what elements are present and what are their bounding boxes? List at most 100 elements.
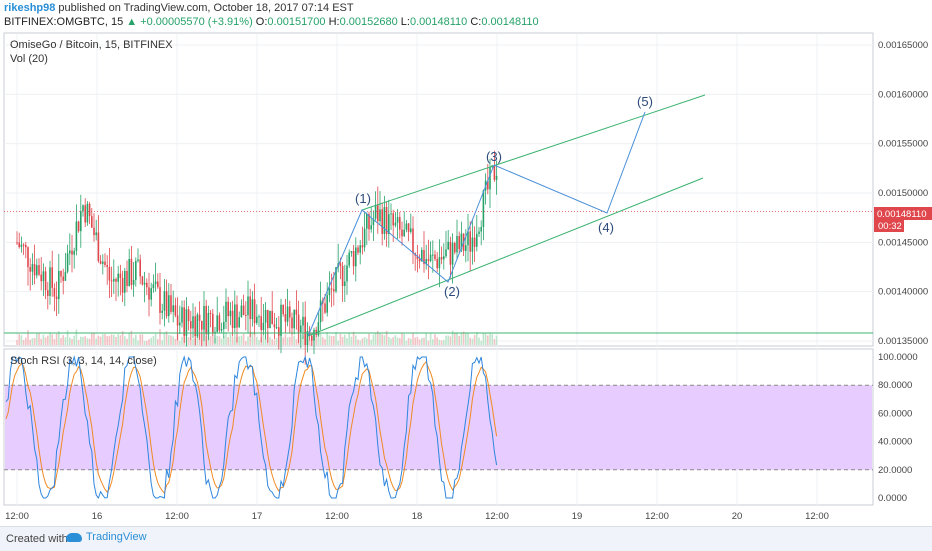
volume-bar <box>460 332 463 345</box>
volume-bar <box>16 339 18 345</box>
rsi-tick-label: 100.0000 <box>878 352 918 363</box>
time-tick-label: 18 <box>412 511 423 522</box>
volume-bar <box>427 340 430 345</box>
tradingview-brand[interactable]: TradingView <box>66 531 147 543</box>
volume-bar <box>275 338 278 345</box>
tradingview-cloud-icon <box>66 532 82 542</box>
candle-body <box>58 270 60 300</box>
candle-body <box>363 228 366 248</box>
candle-body <box>194 316 196 337</box>
volume-bar <box>190 338 192 345</box>
candle-body <box>410 228 412 232</box>
candle-body <box>132 279 135 285</box>
candle-body <box>209 312 212 314</box>
volume-bar <box>478 337 480 345</box>
candle-body <box>478 231 480 234</box>
candle-body <box>306 331 309 346</box>
time-tick-label: 20 <box>732 511 743 522</box>
rsi-tick-label: 20.0000 <box>878 465 912 476</box>
volume-bar <box>346 338 348 345</box>
tradingview-link[interactable]: TradingView <box>86 531 147 543</box>
candle-body <box>348 252 350 266</box>
candle-body <box>20 244 23 248</box>
volume-bar <box>467 333 469 345</box>
volume-bar <box>40 338 42 345</box>
candle-body <box>73 250 75 255</box>
candle-body <box>469 231 471 252</box>
volume-bar <box>421 338 423 345</box>
candle-body <box>352 251 355 267</box>
candle-body <box>117 273 119 282</box>
volume-bar <box>366 338 368 345</box>
volume-bar <box>388 336 390 345</box>
time-tick-label: 19 <box>572 511 583 522</box>
candle-body <box>124 270 126 293</box>
volume-bar <box>447 335 449 345</box>
volume-bar <box>438 339 441 345</box>
volume-bar <box>117 334 119 345</box>
price-tick-label: 0.00160000 <box>878 89 928 100</box>
candle-body <box>161 310 163 313</box>
volume-bar <box>370 339 372 345</box>
candle-body <box>22 244 25 246</box>
candle-body <box>31 264 34 272</box>
candle-body <box>249 296 251 320</box>
volume-bar <box>352 331 355 345</box>
price-tick-label: 0.00155000 <box>878 139 928 150</box>
volume-bar <box>73 335 75 345</box>
main-pane-frame <box>3 32 874 347</box>
volume-bar <box>368 333 370 345</box>
candle-body <box>443 256 445 260</box>
candle-body <box>225 301 227 322</box>
volume-bar <box>326 332 328 345</box>
candle-body <box>471 237 474 252</box>
candle-body <box>326 295 328 313</box>
candle-body <box>388 214 390 235</box>
candle-body <box>148 287 150 300</box>
volume-bar <box>95 338 97 345</box>
volume-bar <box>181 336 183 345</box>
candle-body <box>339 263 342 267</box>
candle-body <box>460 233 463 250</box>
candle-body <box>240 305 243 318</box>
trading-chart[interactable]: (1)(2)(3)(4)(5) 0.001350000.001400000.00… <box>0 0 932 526</box>
candle-body <box>95 232 97 236</box>
volume-bar <box>62 335 64 345</box>
candle-body <box>119 273 122 278</box>
candle-body <box>253 299 256 324</box>
candle-body <box>137 259 139 261</box>
author-name[interactable]: rikeshp98 <box>4 2 56 14</box>
price-tick-label: 0.00140000 <box>878 287 928 298</box>
candle-body <box>66 253 69 272</box>
candle-body <box>357 247 359 253</box>
candle-body <box>361 245 364 248</box>
candle-body <box>18 242 20 248</box>
candle-body <box>271 310 273 325</box>
candle-body <box>297 314 300 333</box>
candle-body <box>407 223 410 232</box>
candle-body <box>128 258 130 286</box>
time-tick-label: 12:00 <box>165 511 189 522</box>
candle-body <box>64 271 67 281</box>
candle-body <box>121 277 124 293</box>
ohlc-high: 0.00152680 <box>339 16 398 28</box>
stoch-rsi <box>4 355 873 500</box>
candle-body <box>394 222 397 226</box>
candle-body <box>399 217 401 230</box>
volume-bar <box>293 335 295 345</box>
volume-bar <box>88 338 91 345</box>
wave-label: (3) <box>486 149 502 164</box>
volume-bar <box>432 339 434 345</box>
volume-bar <box>128 333 130 345</box>
volume-bar <box>339 334 342 345</box>
volume-bar <box>51 334 53 345</box>
publish-info: published on TradingView.com, October 18… <box>55 2 354 14</box>
candle-body <box>473 237 476 247</box>
candle-body <box>69 250 71 254</box>
volume-bar <box>132 337 135 345</box>
volume-bar <box>390 338 392 345</box>
volume-bar <box>104 334 106 345</box>
volume-bar <box>163 332 166 345</box>
volume-bar <box>440 340 443 345</box>
volume-bar <box>152 336 155 345</box>
